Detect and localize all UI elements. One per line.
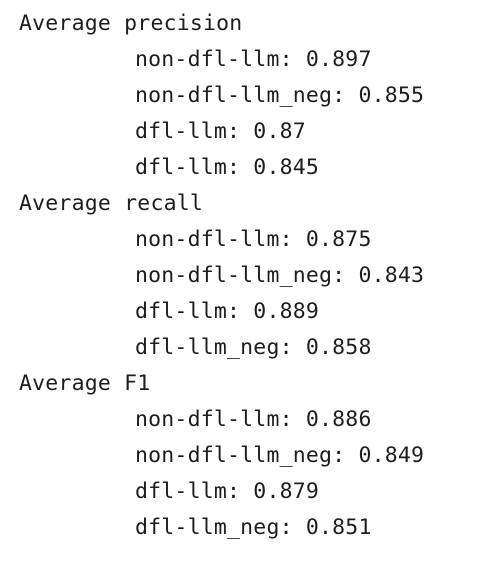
metric-line: dfl-llm: 0.87 [135,119,306,144]
metric-line: non-dfl-llm: 0.897 [135,47,372,72]
metric-line: non-dfl-llm_neg: 0.849 [135,443,425,468]
metric-line: dfl-llm: 0.889 [135,299,320,324]
metric-line: non-dfl-llm: 0.886 [135,407,372,432]
metric-line: non-dfl-llm_neg: 0.855 [135,83,425,108]
metric-line: non-dfl-llm_neg: 0.843 [135,263,425,288]
section-recall: Average recall non-dfl-llm: 0.875 non-df… [19,186,424,366]
metric-line: dfl-llm_neg: 0.858 [135,335,372,360]
section-title: Average F1 [19,371,151,396]
console-output: Average precision non-dfl-llm: 0.897 non… [19,6,424,546]
section-f1: Average F1 non-dfl-llm: 0.886 non-dfl-ll… [19,366,424,546]
metric-line: dfl-llm: 0.845 [135,155,320,180]
section-title: Average precision [19,11,243,36]
metric-line: dfl-llm: 0.879 [135,479,320,504]
metric-line: non-dfl-llm: 0.875 [135,227,372,252]
metric-line: dfl-llm_neg: 0.851 [135,515,372,540]
section-precision: Average precision non-dfl-llm: 0.897 non… [19,6,424,186]
section-title: Average recall [19,191,204,216]
